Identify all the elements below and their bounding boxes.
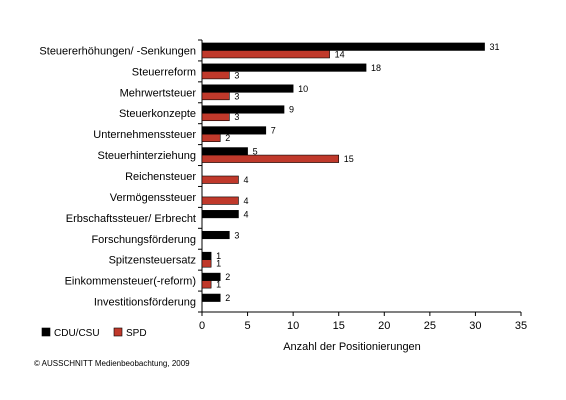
data-label: 4 xyxy=(243,196,248,206)
bar-cdu-csu xyxy=(201,210,239,219)
x-tick-label: 0 xyxy=(199,320,205,332)
category-label: Unternehmenssteuer xyxy=(93,129,196,141)
legend-swatch xyxy=(113,327,123,337)
bar-cdu-csu xyxy=(201,105,285,114)
data-label: 1 xyxy=(216,251,221,261)
data-label: 4 xyxy=(243,209,248,219)
x-tick-label: 30 xyxy=(469,320,481,332)
x-tick-label: 20 xyxy=(378,320,390,332)
x-tick-label: 35 xyxy=(515,320,527,332)
data-label: 5 xyxy=(253,147,258,157)
category-label: Steuerhinterziehung xyxy=(98,150,196,162)
data-label: 18 xyxy=(371,63,381,73)
legend-label: CDU/CSU xyxy=(54,328,100,339)
bar-spd xyxy=(201,280,212,289)
data-label: 15 xyxy=(344,154,354,164)
x-tick-label: 5 xyxy=(245,320,251,332)
bar-cdu-csu xyxy=(201,126,267,135)
bar-spd xyxy=(201,154,340,163)
data-label: 4 xyxy=(243,175,248,185)
data-label: 7 xyxy=(271,126,276,136)
category-label: Investitionsförderung xyxy=(94,297,196,309)
legend-label: SPD xyxy=(126,328,147,339)
data-label: 9 xyxy=(289,105,294,115)
data-label: 2 xyxy=(225,272,230,282)
x-tick-label: 15 xyxy=(333,320,345,332)
bar-spd xyxy=(201,50,330,59)
data-label: 3 xyxy=(234,230,239,240)
x-axis-title: Anzahl der Positionierungen xyxy=(283,341,421,353)
bar-cdu-csu xyxy=(201,251,212,260)
category-label: Reichensteuer xyxy=(125,171,196,183)
bar-cdu-csu xyxy=(201,42,485,51)
bar-spd xyxy=(201,92,230,101)
x-tick-label: 25 xyxy=(424,320,436,332)
bar-spd xyxy=(201,133,221,142)
category-label: Steuererhöhungen/ -Senkungen xyxy=(39,45,196,57)
bar-cdu-csu xyxy=(201,147,248,156)
bar-spd xyxy=(201,112,230,122)
bar-cdu-csu xyxy=(201,230,230,240)
bar-cdu-csu xyxy=(201,63,367,72)
category-label: Einkommensteuer(-reform) xyxy=(65,276,196,288)
data-label: 3 xyxy=(234,112,239,122)
category-label: Erbschaftssteuer/ Erbrecht xyxy=(66,213,196,225)
bar-spd xyxy=(201,71,230,80)
bar-cdu-csu xyxy=(201,293,221,302)
category-label: Mehrwertsteuer xyxy=(120,87,197,99)
bar-spd xyxy=(201,196,239,205)
category-label: Steuerreform xyxy=(132,66,196,78)
category-label: Steuerkonzepte xyxy=(119,108,196,120)
data-label: 1 xyxy=(216,280,221,290)
bar-spd xyxy=(201,259,212,268)
data-label: 2 xyxy=(225,133,230,143)
legend-swatch xyxy=(41,327,51,337)
bar-cdu-csu xyxy=(201,84,294,93)
data-label: 31 xyxy=(490,42,500,52)
data-label: 3 xyxy=(234,91,239,101)
data-label: 14 xyxy=(335,49,345,59)
data-label: 1 xyxy=(216,259,221,269)
copyright-footer: © AUSSCHNITT Medienbeobachtung, 2009 xyxy=(34,359,190,368)
data-label: 3 xyxy=(234,70,239,80)
category-label: Forschungsförderung xyxy=(91,234,196,246)
bar-spd xyxy=(201,175,239,184)
data-label: 10 xyxy=(298,84,308,94)
category-label: Spitzensteuersatz xyxy=(109,255,196,267)
category-label: Vermögenssteuer xyxy=(110,192,197,204)
x-tick-label: 10 xyxy=(287,320,299,332)
data-label: 2 xyxy=(225,293,230,303)
